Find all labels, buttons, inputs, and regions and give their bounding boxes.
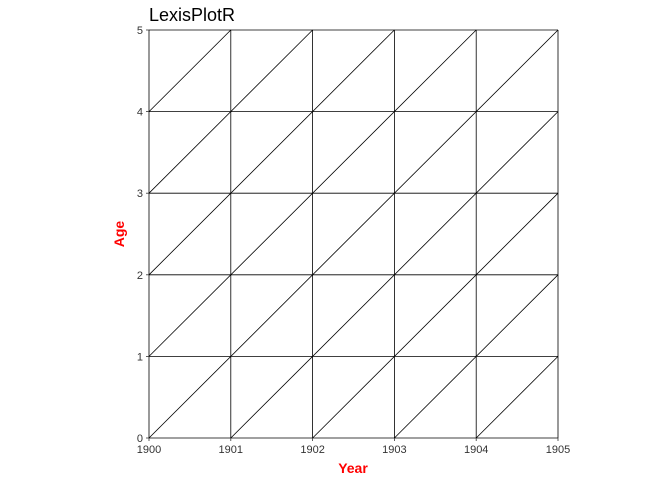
lifeline <box>475 356 559 439</box>
tick-layer: 1900 1901 1902 1903 1904 1905 0 1 2 3 4 5 <box>137 25 570 456</box>
y-tick-label: 1 <box>137 351 143 363</box>
x-axis-title: Year <box>338 460 368 476</box>
lifelines-layer <box>148 29 559 439</box>
lifeline <box>148 29 395 276</box>
y-tick-label: 3 <box>137 188 143 200</box>
lifeline <box>148 29 313 194</box>
y-tick-label: 2 <box>137 270 143 282</box>
x-tick-label: 1900 <box>137 444 161 456</box>
lifeline <box>394 274 559 439</box>
x-tick-label: 1903 <box>382 444 406 456</box>
lifeline <box>312 192 559 439</box>
y-tick-label: 4 <box>137 107 143 119</box>
grid-layer <box>148 29 559 439</box>
lifeline <box>148 29 559 439</box>
chart-title: LexisPlotR <box>149 5 235 25</box>
x-tick-label: 1901 <box>219 444 243 456</box>
x-tick-label: 1904 <box>464 444 488 456</box>
lifeline <box>148 29 477 357</box>
lifeline <box>230 111 559 439</box>
y-tick-label: 0 <box>137 433 143 445</box>
x-tick-label: 1905 <box>546 444 570 456</box>
x-tick-label: 1902 <box>300 444 324 456</box>
y-axis-title: Age <box>111 221 127 248</box>
y-tick-label: 5 <box>137 25 143 37</box>
lifeline <box>148 29 232 112</box>
